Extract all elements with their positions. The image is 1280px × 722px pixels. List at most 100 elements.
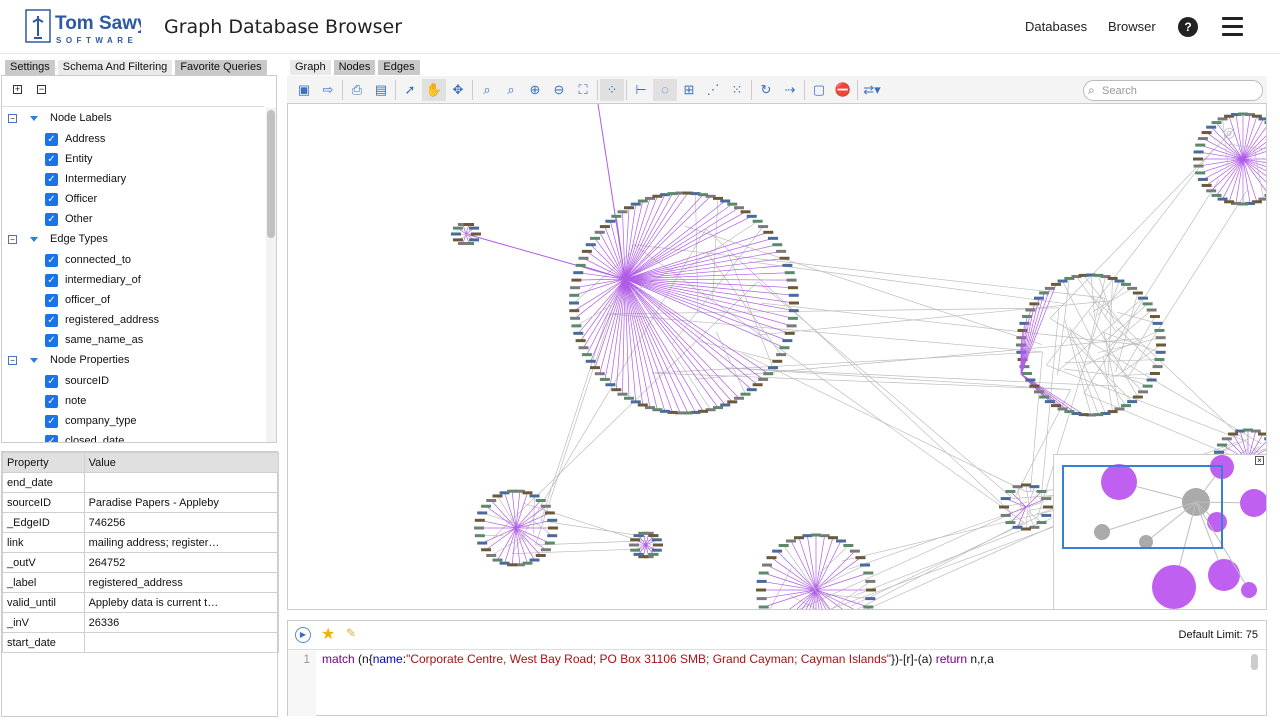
checkbox-checked[interactable]: ✓	[45, 375, 58, 388]
tab-schema-filtering[interactable]: Schema And Filtering	[58, 60, 173, 75]
select-icon[interactable]: ➚	[398, 79, 422, 101]
tree-item[interactable]: ✓ officer_of	[45, 290, 110, 310]
pan-icon[interactable]: ✋	[422, 79, 446, 101]
tree-item[interactable]: ✓ Officer	[45, 189, 97, 209]
select-neighbors-icon[interactable]: ⁘	[600, 79, 624, 101]
tab-graph[interactable]: Graph	[290, 60, 331, 75]
route-edges-icon[interactable]: ⇢	[778, 79, 802, 101]
table-row[interactable]: link mailing address; register…	[3, 533, 279, 553]
table-row[interactable]: _EdgeID 746256	[3, 513, 279, 533]
graph-edge	[625, 279, 752, 390]
favorite-star-icon[interactable]: ★	[321, 624, 335, 644]
orthogonal-layout-icon[interactable]: ⊞	[677, 79, 701, 101]
tree-item[interactable]: ✓ Intermediary	[45, 169, 126, 189]
overview-minimap[interactable]: ×	[1053, 454, 1267, 610]
tree-group[interactable]: − Node Properties	[8, 350, 130, 370]
tree-item[interactable]: ✓ Address	[45, 129, 105, 149]
minimap-viewport[interactable]	[1062, 465, 1223, 549]
property-value: mailing address; register…	[84, 533, 278, 553]
checkbox-checked[interactable]: ✓	[45, 294, 58, 307]
tree-item[interactable]: ✓ intermediary_of	[45, 270, 141, 290]
graph-node	[1138, 297, 1148, 300]
zoom-marquee-icon[interactable]: ⌕	[475, 79, 499, 101]
circular-layout-icon[interactable]: ◌	[653, 79, 677, 101]
table-row[interactable]: _inV 26336	[3, 613, 279, 633]
tree-item[interactable]: ✓ connected_to	[45, 250, 131, 270]
tab-settings[interactable]: Settings	[5, 60, 55, 75]
graph-node	[865, 597, 875, 600]
graph-edge	[492, 281, 758, 538]
table-row[interactable]: _label registered_address	[3, 573, 279, 593]
checkbox-checked[interactable]: ✓	[45, 274, 58, 287]
tree-item[interactable]: ✓ registered_address	[45, 310, 159, 330]
checkbox-checked[interactable]: ✓	[45, 254, 58, 267]
tree-item[interactable]: ✓ note	[45, 391, 86, 411]
run-query-icon[interactable]: ▶	[295, 627, 311, 643]
tree-item[interactable]: ✓ closed_date	[45, 431, 124, 443]
symmetric-layout-icon[interactable]: ⋰	[701, 79, 725, 101]
tree-scrollbar[interactable]	[266, 108, 276, 442]
collapse-all-icon[interactable]: −	[37, 85, 46, 94]
hierarchical-layout-icon[interactable]: ⊢	[629, 79, 653, 101]
help-icon[interactable]: ?	[1178, 17, 1198, 37]
graph-edge	[1243, 159, 1267, 195]
checkbox-checked[interactable]: ✓	[45, 213, 58, 226]
hamburger-menu-icon[interactable]	[1222, 17, 1243, 41]
export-icon[interactable]: ⇨	[316, 79, 340, 101]
more-options-icon[interactable]: ⇄▾	[860, 79, 884, 101]
graph-canvas[interactable]: × ◎	[287, 104, 1267, 610]
checkbox-checked[interactable]: ✓	[45, 173, 58, 186]
fit-to-window-icon[interactable]: ⛶	[571, 79, 595, 101]
rotate-layout-icon[interactable]: ↻	[754, 79, 778, 101]
checkbox-checked[interactable]: ✓	[45, 334, 58, 347]
collapse-icon[interactable]: −	[8, 356, 17, 365]
tree-item[interactable]: ✓ Entity	[45, 149, 93, 169]
zoom-in-icon[interactable]: ⊕	[523, 79, 547, 101]
remove-icon[interactable]: ⛔	[831, 79, 855, 101]
table-row[interactable]: _outV 264752	[3, 553, 279, 573]
tree-item[interactable]: ✓ sourceID	[45, 371, 109, 391]
checkbox-checked[interactable]: ✓	[45, 415, 58, 428]
table-row[interactable]: valid_until Appleby data is current t…	[3, 593, 279, 613]
expand-all-icon[interactable]: +	[13, 85, 22, 94]
checkbox-checked[interactable]: ✓	[45, 395, 58, 408]
collapse-icon[interactable]: −	[8, 114, 17, 123]
graph-node	[1217, 444, 1227, 447]
graph-node	[1127, 287, 1137, 290]
graph-edge	[1229, 159, 1243, 202]
tree-item[interactable]: ✓ same_name_as	[45, 330, 143, 350]
checkbox-checked[interactable]: ✓	[45, 153, 58, 166]
checkbox-checked[interactable]: ✓	[45, 133, 58, 146]
zoom-fit-height-icon[interactable]: ⌕	[499, 79, 523, 101]
zoom-out-icon[interactable]: ⊖	[547, 79, 571, 101]
navigation-control-icon[interactable]: ◎	[1223, 124, 1235, 141]
print-icon[interactable]: ⎙	[345, 79, 369, 101]
table-row[interactable]: start_date	[3, 633, 279, 653]
tree-item[interactable]: ✓ company_type	[45, 411, 137, 431]
close-minimap-icon[interactable]: ×	[1255, 456, 1264, 465]
tab-nodes[interactable]: Nodes	[334, 60, 376, 75]
tab-edges[interactable]: Edges	[378, 60, 419, 75]
tree-group[interactable]: − Node Labels	[8, 108, 112, 128]
table-row[interactable]: sourceID Paradise Papers - Appleby	[3, 493, 279, 513]
graph-node	[741, 393, 751, 396]
search-input[interactable]: ⌕ Search	[1083, 80, 1263, 101]
editor-scrollbar[interactable]	[1251, 654, 1258, 670]
save-graph-icon[interactable]: ▣	[292, 79, 316, 101]
tree-group[interactable]: − Edge Types	[8, 229, 108, 249]
checkbox-checked[interactable]: ✓	[45, 193, 58, 206]
tree-item[interactable]: ✓ Other	[45, 209, 93, 229]
incremental-layout-icon[interactable]: ⁙	[725, 79, 749, 101]
collapse-icon[interactable]: −	[8, 235, 17, 244]
table-row[interactable]: end_date	[3, 473, 279, 493]
nav-browser[interactable]: Browser	[1108, 19, 1156, 34]
clear-selection-icon[interactable]: ▢	[807, 79, 831, 101]
checkbox-checked[interactable]: ✓	[45, 435, 58, 444]
nav-databases[interactable]: Databases	[1025, 19, 1087, 34]
print-preview-icon[interactable]: ▤	[369, 79, 393, 101]
clear-wand-icon[interactable]: ✎	[346, 626, 356, 640]
query-editor[interactable]: match (n{name:"Corporate Centre, West Ba…	[322, 652, 994, 666]
move-icon[interactable]: ✥	[446, 79, 470, 101]
checkbox-checked[interactable]: ✓	[45, 314, 58, 327]
tab-favorite-queries[interactable]: Favorite Queries	[175, 60, 266, 75]
